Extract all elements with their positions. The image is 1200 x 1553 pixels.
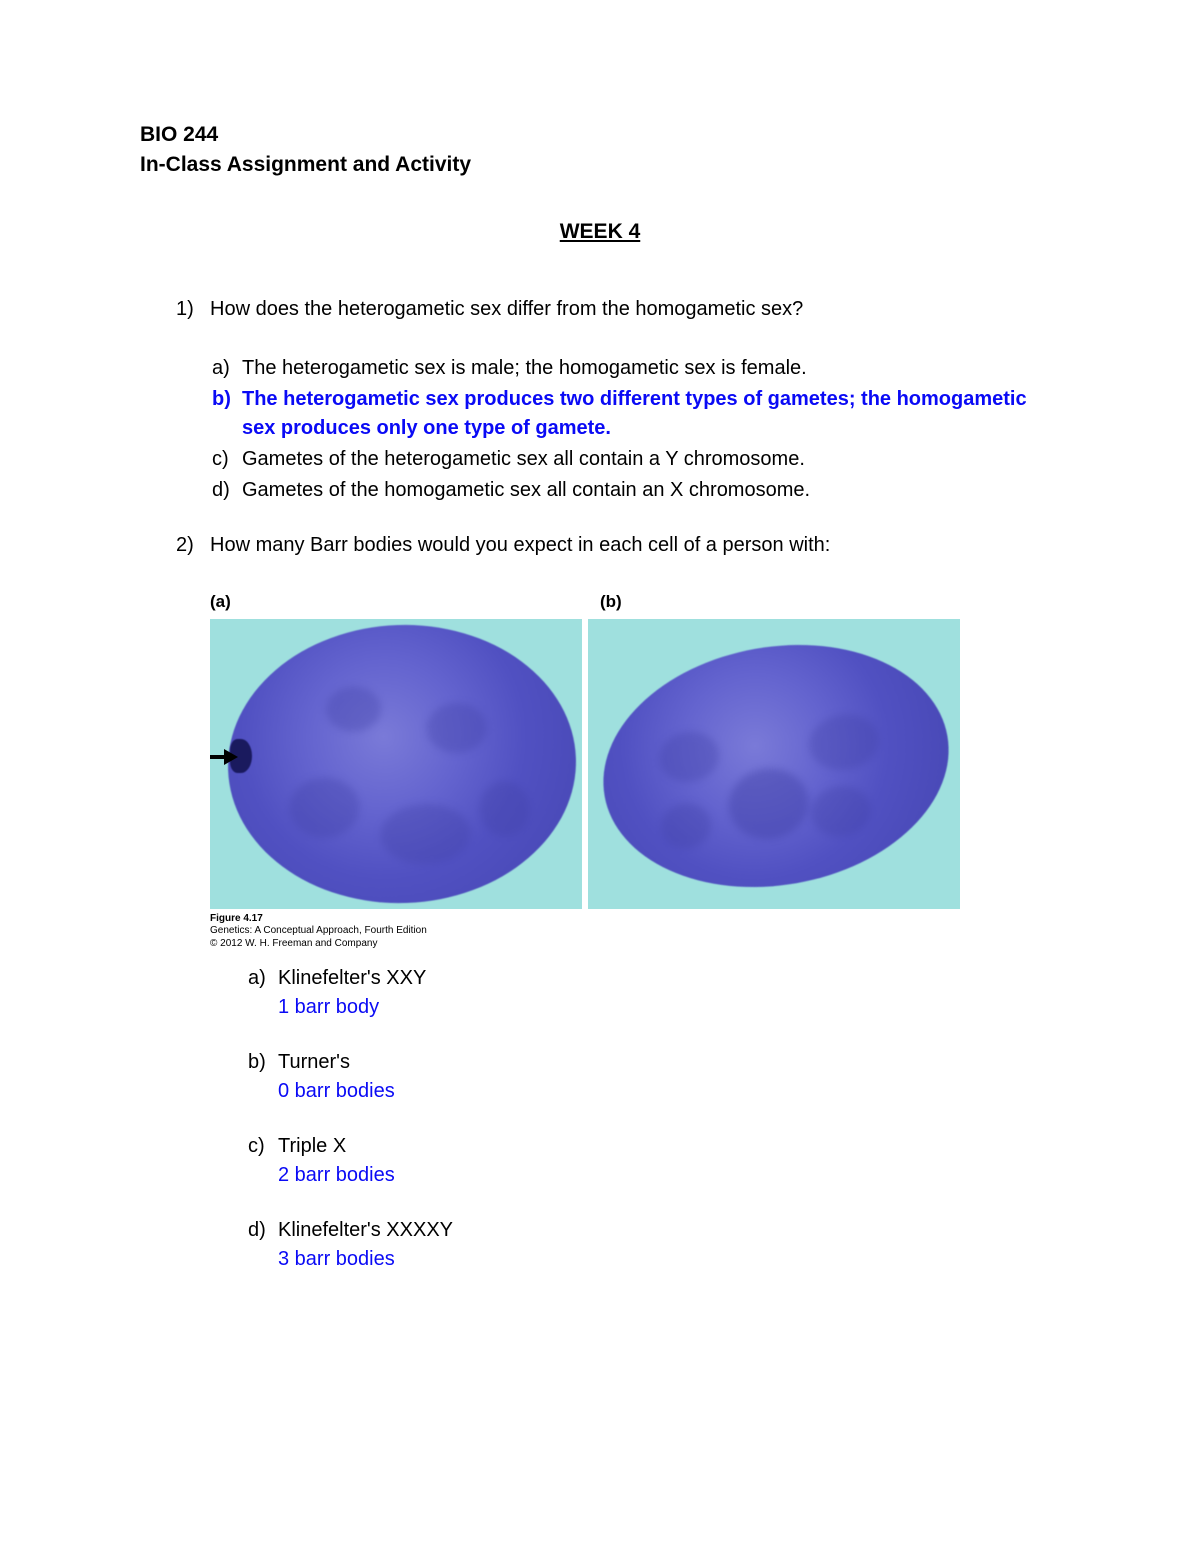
q1-number: 1) — [176, 295, 210, 324]
q2-sub-d: d) Klinefelter's XXXXY 3 barr bodies — [248, 1216, 1060, 1274]
question-2: 2) How many Barr bodies would you expect… — [176, 531, 1060, 560]
option-letter: a) — [212, 354, 242, 383]
figure-4-17: (a) (b) — [210, 590, 1060, 950]
q2-number: 2) — [176, 531, 210, 560]
course-code: BIO 244 — [140, 120, 1060, 150]
q2-sub-c: c) Triple X 2 barr bodies — [248, 1132, 1060, 1190]
q2-sub-answers: a) Klinefelter's XXY 1 barr body b) Turn… — [248, 964, 1060, 1274]
caption-line-1: Genetics: A Conceptual Approach, Fourth … — [210, 925, 1060, 938]
sub-letter: a) — [248, 964, 278, 993]
caption-line-2: © 2012 W. H. Freeman and Company — [210, 938, 1060, 951]
figure-label-b: (b) — [600, 590, 622, 615]
q1-option-c: c) Gametes of the heterogametic sex all … — [212, 445, 1060, 474]
sub-label: Turner's — [278, 1048, 350, 1077]
sub-answer: 2 barr bodies — [278, 1161, 395, 1190]
option-letter: d) — [212, 476, 242, 505]
sub-label: Klinefelter's XXXXY — [278, 1216, 453, 1245]
q1-option-d: d) Gametes of the homogametic sex all co… — [212, 476, 1060, 505]
cell-panel-b — [588, 619, 960, 909]
figure-label-a: (a) — [210, 590, 600, 615]
question-1: 1) How does the heterogametic sex differ… — [176, 295, 1060, 324]
sub-label: Klinefelter's XXY — [278, 964, 426, 993]
q1-options: a) The heterogametic sex is male; the ho… — [212, 354, 1060, 505]
figure-caption: Figure 4.17 Genetics: A Conceptual Appro… — [210, 913, 1060, 951]
q1-text: How does the heterogametic sex differ fr… — [210, 295, 1060, 324]
document-header: BIO 244 In-Class Assignment and Activity — [140, 120, 1060, 181]
sub-letter: d) — [248, 1216, 278, 1245]
sub-answer: 1 barr body — [278, 993, 379, 1022]
nucleus-b — [588, 619, 960, 909]
option-letter: c) — [212, 445, 242, 474]
sub-letter: b) — [248, 1048, 278, 1077]
cell-panel-a — [210, 619, 582, 909]
q2-sub-a: a) Klinefelter's XXY 1 barr body — [248, 964, 1060, 1022]
option-text: Gametes of the heterogametic sex all con… — [242, 445, 1060, 474]
nucleus-a — [223, 619, 580, 909]
q1-option-a: a) The heterogametic sex is male; the ho… — [212, 354, 1060, 383]
sub-label: Triple X — [278, 1132, 346, 1161]
sub-answer: 3 barr bodies — [278, 1245, 395, 1274]
caption-title: Figure 4.17 — [210, 913, 1060, 926]
sub-letter: c) — [248, 1132, 278, 1161]
sub-answer: 0 barr bodies — [278, 1077, 395, 1106]
q2-sub-b: b) Turner's 0 barr bodies — [248, 1048, 1060, 1106]
q1-option-b-correct: b) The heterogametic sex produces two di… — [212, 385, 1060, 443]
q2-text: How many Barr bodies would you expect in… — [210, 531, 1060, 560]
option-text: The heterogametic sex produces two diffe… — [242, 385, 1060, 443]
option-letter: b) — [212, 385, 242, 443]
arrow-icon — [210, 747, 238, 767]
option-text: Gametes of the homogametic sex all conta… — [242, 476, 1060, 505]
week-title: WEEK 4 — [140, 217, 1060, 247]
option-text: The heterogametic sex is male; the homog… — [242, 354, 1060, 383]
doc-subtitle: In-Class Assignment and Activity — [140, 150, 1060, 180]
